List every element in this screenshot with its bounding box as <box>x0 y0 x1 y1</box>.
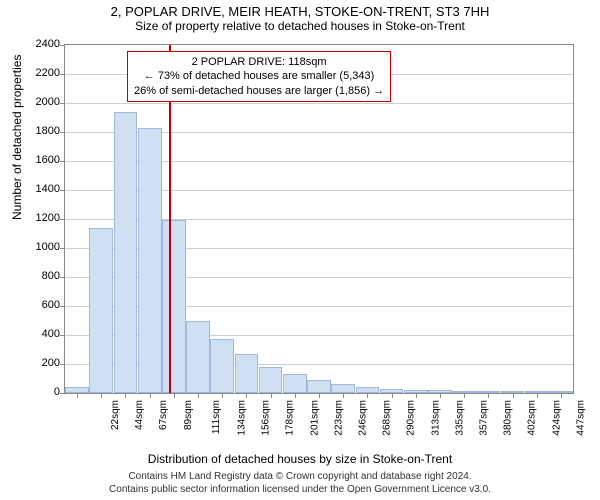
footer-line-2: Contains public sector information licen… <box>0 483 600 496</box>
histogram-bar <box>138 128 162 393</box>
x-tick-mark <box>343 393 344 398</box>
x-tick-label: 67sqm <box>158 400 169 430</box>
annotation-line: 26% of semi-detached houses are larger (… <box>134 84 384 98</box>
x-tick-mark <box>367 393 368 398</box>
x-tick-mark <box>513 393 514 398</box>
chart-container: 2, POPLAR DRIVE, MEIR HEATH, STOKE-ON-TR… <box>0 0 600 500</box>
footer-attribution: Contains HM Land Registry data © Crown c… <box>0 470 600 496</box>
histogram-bar <box>283 374 307 393</box>
x-tick-mark <box>198 393 199 398</box>
y-tick-label: 1000 <box>20 241 60 253</box>
x-tick-mark <box>392 393 393 398</box>
x-tick-label: 268sqm <box>382 400 393 436</box>
histogram-bar <box>235 354 259 393</box>
x-tick-label: 156sqm <box>261 400 272 436</box>
y-tick-mark <box>60 364 65 365</box>
x-tick-mark <box>440 393 441 398</box>
y-tick-label: 2400 <box>20 38 60 50</box>
y-tick-mark <box>60 219 65 220</box>
x-tick-label: 111sqm <box>211 400 222 434</box>
y-tick-mark <box>60 74 65 75</box>
x-tick-label: 357sqm <box>479 400 490 436</box>
page-title: 2, POPLAR DRIVE, MEIR HEATH, STOKE-ON-TR… <box>0 0 600 19</box>
histogram-bar <box>186 321 210 394</box>
chart-plot-area: 2 POPLAR DRIVE: 118sqm← 73% of detached … <box>64 44 574 394</box>
x-tick-mark <box>77 393 78 398</box>
x-tick-label: 335sqm <box>454 400 465 436</box>
grid-line <box>65 103 573 104</box>
x-tick-label: 424sqm <box>551 400 562 436</box>
histogram-bar <box>162 220 186 393</box>
x-tick-mark <box>271 393 272 398</box>
x-tick-label: 223sqm <box>333 400 344 436</box>
x-tick-label: 447sqm <box>575 400 586 436</box>
y-tick-mark <box>60 277 65 278</box>
footer-line-1: Contains HM Land Registry data © Crown c… <box>0 470 600 483</box>
page-subtitle: Size of property relative to detached ho… <box>0 19 600 33</box>
y-tick-mark <box>60 248 65 249</box>
y-tick-mark <box>60 45 65 46</box>
x-tick-label: 178sqm <box>285 400 296 436</box>
x-tick-mark <box>246 393 247 398</box>
y-tick-mark <box>60 103 65 104</box>
y-axis-label: Number of detached properties <box>10 55 24 220</box>
histogram-bar <box>114 112 138 393</box>
x-tick-mark <box>464 393 465 398</box>
x-tick-label: 290sqm <box>406 400 417 436</box>
y-tick-label: 2200 <box>20 67 60 79</box>
histogram-bar <box>259 367 283 393</box>
annotation-box: 2 POPLAR DRIVE: 118sqm← 73% of detached … <box>127 51 391 102</box>
x-tick-mark <box>537 393 538 398</box>
x-tick-mark <box>416 393 417 398</box>
y-tick-label: 1600 <box>20 154 60 166</box>
y-tick-mark <box>60 335 65 336</box>
histogram-bar <box>331 384 355 393</box>
y-tick-label: 0 <box>20 386 60 398</box>
x-tick-label: 313sqm <box>430 400 441 436</box>
y-tick-label: 2000 <box>20 96 60 108</box>
x-tick-label: 134sqm <box>237 400 248 436</box>
x-tick-label: 402sqm <box>527 400 538 436</box>
histogram-bar <box>307 380 331 393</box>
x-tick-label: 201sqm <box>309 400 320 436</box>
y-tick-mark <box>60 161 65 162</box>
y-tick-label: 200 <box>20 357 60 369</box>
x-tick-mark <box>319 393 320 398</box>
histogram-bar <box>89 228 113 393</box>
x-tick-mark <box>125 393 126 398</box>
y-tick-label: 1200 <box>20 212 60 224</box>
y-tick-label: 1800 <box>20 125 60 137</box>
y-tick-label: 1400 <box>20 183 60 195</box>
x-tick-mark <box>174 393 175 398</box>
x-tick-mark <box>295 393 296 398</box>
y-tick-label: 800 <box>20 270 60 282</box>
y-tick-mark <box>60 393 65 394</box>
x-tick-label: 22sqm <box>110 400 121 430</box>
y-tick-label: 600 <box>20 299 60 311</box>
x-axis-label: Distribution of detached houses by size … <box>0 452 600 466</box>
x-tick-label: 246sqm <box>358 400 369 436</box>
x-tick-mark <box>150 393 151 398</box>
annotation-line: 2 POPLAR DRIVE: 118sqm <box>134 55 384 69</box>
x-tick-label: 89sqm <box>183 400 194 430</box>
x-tick-label: 44sqm <box>134 400 145 430</box>
x-tick-mark <box>222 393 223 398</box>
histogram-bar <box>210 339 234 393</box>
x-tick-label: 380sqm <box>503 400 514 436</box>
annotation-line: ← 73% of detached houses are smaller (5,… <box>134 69 384 83</box>
y-tick-mark <box>60 306 65 307</box>
x-tick-mark <box>488 393 489 398</box>
x-tick-mark <box>561 393 562 398</box>
y-tick-mark <box>60 132 65 133</box>
y-tick-label: 400 <box>20 328 60 340</box>
y-tick-mark <box>60 190 65 191</box>
x-tick-mark <box>101 393 102 398</box>
